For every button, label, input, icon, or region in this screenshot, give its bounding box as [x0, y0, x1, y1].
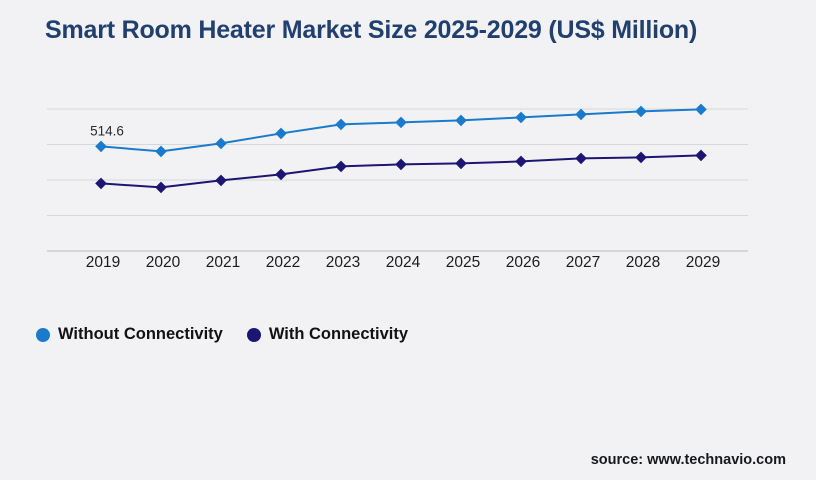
- x-axis-label: 2028: [626, 254, 660, 271]
- chart-legend: Without Connectivity With Connectivity: [36, 325, 408, 344]
- x-axis-label: 2027: [566, 254, 600, 271]
- x-axis-label: 2022: [266, 254, 300, 271]
- source-attribution: source: www.technavio.com: [590, 452, 786, 468]
- data-point-marker-with-connectivity: [575, 152, 587, 165]
- data-point-marker-without-connectivity: [695, 103, 707, 116]
- chart-title: Smart Room Heater Market Size 2025-2029 …: [45, 16, 698, 44]
- data-point-marker-with-connectivity: [515, 155, 527, 168]
- data-point-marker-with-connectivity: [635, 151, 647, 164]
- data-point-marker-without-connectivity: [215, 137, 227, 150]
- legend-dot-without-connectivity-icon: [36, 327, 50, 342]
- legend-label-with-connectivity: With Connectivity: [268, 325, 409, 343]
- data-point-marker-with-connectivity: [395, 158, 407, 171]
- legend-item-with-connectivity: With Connectivity: [246, 325, 409, 344]
- data-point-marker-with-connectivity: [335, 160, 347, 173]
- legend-dot-with-connectivity-icon: [246, 327, 261, 342]
- x-axis-label: 2020: [146, 254, 181, 271]
- data-point-marker-with-connectivity: [695, 149, 707, 162]
- data-point-marker-without-connectivity: [575, 108, 587, 121]
- data-point-marker-without-connectivity: [335, 118, 347, 131]
- data-point-marker-without-connectivity: [155, 145, 167, 158]
- x-axis-label: 2023: [326, 254, 360, 271]
- data-point-marker-without-connectivity: [635, 105, 647, 118]
- x-axis-label: 2019: [86, 254, 120, 271]
- data-point-marker-without-connectivity: [95, 140, 107, 153]
- legend-item-without-connectivity: Without Connectivity: [36, 325, 223, 344]
- data-label: 514.6: [90, 123, 124, 138]
- data-point-marker-with-connectivity: [95, 177, 107, 190]
- data-point-marker-with-connectivity: [155, 181, 167, 194]
- x-axis-label: 2026: [506, 254, 540, 271]
- legend-label-without-connectivity: Without Connectivity: [58, 325, 223, 343]
- x-axis-label: 2029: [686, 254, 720, 271]
- x-axis-label: 2024: [386, 254, 421, 271]
- data-point-marker-with-connectivity: [455, 157, 467, 170]
- series-line-without-connectivity: [100, 108, 702, 153]
- data-point-marker-without-connectivity: [455, 114, 467, 127]
- x-axis-label: 2025: [446, 254, 480, 271]
- data-point-marker-with-connectivity: [275, 168, 287, 181]
- data-point-marker-with-connectivity: [215, 174, 227, 187]
- data-point-marker-without-connectivity: [395, 116, 407, 129]
- data-point-marker-without-connectivity: [275, 127, 287, 140]
- x-axis-label: 2021: [206, 254, 240, 271]
- data-point-marker-without-connectivity: [515, 111, 527, 124]
